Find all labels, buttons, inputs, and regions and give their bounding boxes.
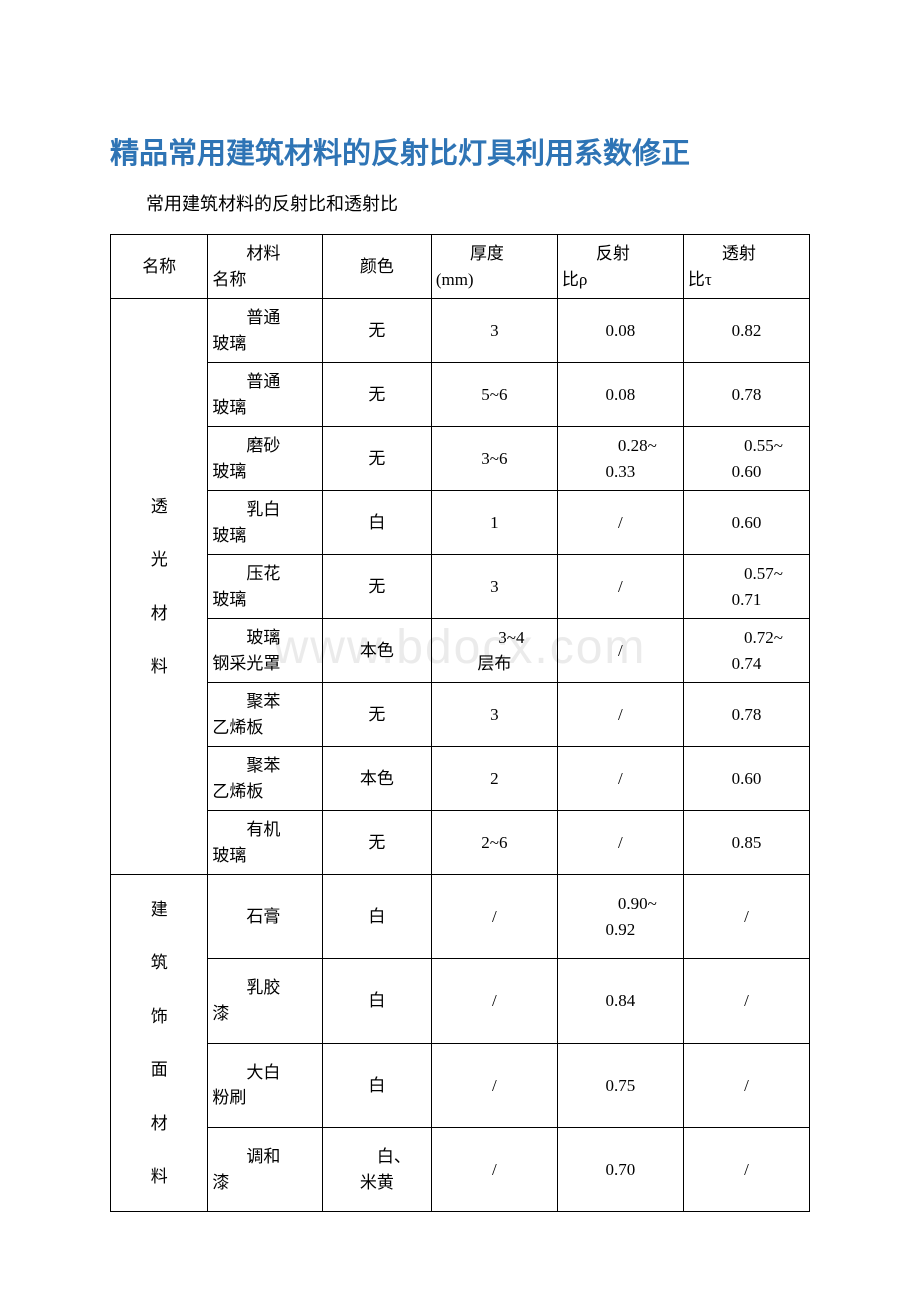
cell-material: 石膏 [208, 875, 323, 959]
cell-reflectance: / [557, 619, 683, 683]
cell-thickness: / [431, 1043, 557, 1127]
cell-thickness: 3~4层布 [431, 619, 557, 683]
table-row: 聚苯乙烯板 无 3 / 0.78 [111, 683, 810, 747]
header-thickness: 厚度(mm) [431, 235, 557, 299]
page-subtitle: 常用建筑材料的反射比和透射比 [110, 190, 810, 216]
cell-color: 本色 [322, 619, 431, 683]
table-header-row: 名称 材料名称 颜色 厚度(mm) 反射比ρ 透射比τ [111, 235, 810, 299]
cell-color: 白 [322, 491, 431, 555]
table-row: 磨砂玻璃 无 3~6 0.28~0.33 0.55~0.60 [111, 427, 810, 491]
cell-transmittance: 0.85 [683, 811, 809, 875]
cell-thickness: 3 [431, 555, 557, 619]
cell-material: 调和漆 [208, 1127, 323, 1211]
cell-reflectance: 0.70 [557, 1127, 683, 1211]
table-row: 建筑饰面材料 石膏 白 / 0.90~0.92 / [111, 875, 810, 959]
cell-transmittance: / [683, 959, 809, 1043]
cell-transmittance: 0.78 [683, 363, 809, 427]
header-color: 颜色 [322, 235, 431, 299]
table-row: 透光材料 普通玻璃 无 3 0.08 0.82 [111, 299, 810, 363]
table-row: 乳胶漆 白 / 0.84 / [111, 959, 810, 1043]
cell-transmittance: 0.60 [683, 747, 809, 811]
table-row: 有机玻璃 无 2~6 / 0.85 [111, 811, 810, 875]
table-row: 大白粉刷 白 / 0.75 / [111, 1043, 810, 1127]
cell-material: 大白粉刷 [208, 1043, 323, 1127]
cell-reflectance: / [557, 747, 683, 811]
cell-transmittance: 0.55~0.60 [683, 427, 809, 491]
table-row: 调和漆 白、米黄 / 0.70 / [111, 1127, 810, 1211]
cell-color: 无 [322, 427, 431, 491]
category-cell-finishing: 建筑饰面材料 [111, 875, 208, 1212]
materials-table: 名称 材料名称 颜色 厚度(mm) 反射比ρ 透射比τ 透光材料 普通玻璃 无 … [110, 234, 810, 1212]
cell-color: 白 [322, 959, 431, 1043]
cell-color: 白 [322, 1043, 431, 1127]
cell-reflectance: 0.90~0.92 [557, 875, 683, 959]
cell-material: 聚苯乙烯板 [208, 683, 323, 747]
cell-thickness: / [431, 875, 557, 959]
cell-thickness: / [431, 1127, 557, 1211]
cell-reflectance: 0.75 [557, 1043, 683, 1127]
cell-thickness: 5~6 [431, 363, 557, 427]
header-name: 名称 [111, 235, 208, 299]
cell-reflectance: 0.84 [557, 959, 683, 1043]
cell-transmittance: 0.82 [683, 299, 809, 363]
cell-material: 聚苯乙烯板 [208, 747, 323, 811]
cell-material: 普通玻璃 [208, 299, 323, 363]
cell-color: 无 [322, 811, 431, 875]
cell-transmittance: 0.72~0.74 [683, 619, 809, 683]
cell-color: 无 [322, 363, 431, 427]
cell-material: 玻璃钢采光罩 [208, 619, 323, 683]
cell-reflectance: 0.28~0.33 [557, 427, 683, 491]
cell-transmittance: 0.78 [683, 683, 809, 747]
cell-reflectance: / [557, 555, 683, 619]
cell-thickness: 3 [431, 683, 557, 747]
header-reflectance: 反射比ρ [557, 235, 683, 299]
cell-thickness: 2~6 [431, 811, 557, 875]
cell-material: 磨砂玻璃 [208, 427, 323, 491]
cell-thickness: 3 [431, 299, 557, 363]
cell-color: 无 [322, 299, 431, 363]
cell-reflectance: 0.08 [557, 299, 683, 363]
cell-material: 乳胶漆 [208, 959, 323, 1043]
cell-reflectance: 0.08 [557, 363, 683, 427]
table-row: 玻璃钢采光罩 本色 3~4层布 / 0.72~0.74 [111, 619, 810, 683]
cell-color: 无 [322, 555, 431, 619]
category-cell-translucent: 透光材料 [111, 299, 208, 875]
cell-color: 本色 [322, 747, 431, 811]
cell-color: 白 [322, 875, 431, 959]
cell-transmittance: 0.60 [683, 491, 809, 555]
cell-material: 压花玻璃 [208, 555, 323, 619]
cell-color: 白、米黄 [322, 1127, 431, 1211]
cell-material: 有机玻璃 [208, 811, 323, 875]
cell-transmittance: / [683, 875, 809, 959]
table-row: 乳白玻璃 白 1 / 0.60 [111, 491, 810, 555]
cell-transmittance: / [683, 1043, 809, 1127]
header-transmittance: 透射比τ [683, 235, 809, 299]
cell-material: 普通玻璃 [208, 363, 323, 427]
cell-reflectance: / [557, 811, 683, 875]
cell-thickness: / [431, 959, 557, 1043]
table-row: 普通玻璃 无 5~6 0.08 0.78 [111, 363, 810, 427]
header-material: 材料名称 [208, 235, 323, 299]
cell-transmittance: 0.57~0.71 [683, 555, 809, 619]
cell-thickness: 3~6 [431, 427, 557, 491]
table-row: 聚苯乙烯板 本色 2 / 0.60 [111, 747, 810, 811]
cell-reflectance: / [557, 491, 683, 555]
page-title: 精品常用建筑材料的反射比灯具利用系数修正 [110, 130, 810, 172]
cell-thickness: 2 [431, 747, 557, 811]
cell-thickness: 1 [431, 491, 557, 555]
table-row: 压花玻璃 无 3 / 0.57~0.71 [111, 555, 810, 619]
cell-transmittance: / [683, 1127, 809, 1211]
cell-reflectance: / [557, 683, 683, 747]
cell-material: 乳白玻璃 [208, 491, 323, 555]
cell-color: 无 [322, 683, 431, 747]
